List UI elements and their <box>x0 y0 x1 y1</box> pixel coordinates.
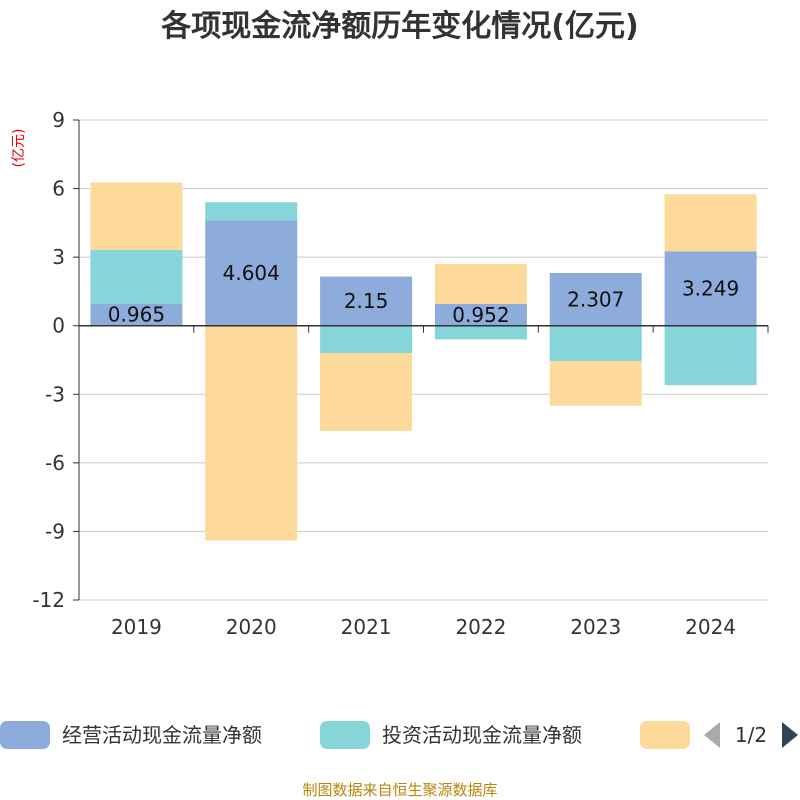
bar-2024-series-3[interactable] <box>664 194 757 252</box>
bar-2023-series-1[interactable] <box>549 272 642 326</box>
data-label-2022: 0.952 <box>452 303 509 327</box>
x-tick-label-2022: 2022 <box>455 615 506 639</box>
bar-2022-series-3[interactable] <box>434 263 527 304</box>
legend-prev-icon[interactable] <box>704 722 720 748</box>
x-tick-label-2019: 2019 <box>111 615 162 639</box>
legend-label-1[interactable]: 经营活动现金流量净额 <box>62 723 262 747</box>
source-note: 制图数据来自恒生聚源数据库 <box>302 781 497 799</box>
bar-2019-series-3[interactable] <box>90 182 183 250</box>
y-tick-label: -12 <box>32 588 65 612</box>
data-label-2020: 4.604 <box>223 261 280 285</box>
data-label-2021: 2.15 <box>344 289 389 313</box>
y-tick-label: 0 <box>52 314 65 338</box>
legend-label-2[interactable]: 投资活动现金流量净额 <box>382 723 582 747</box>
bar-2019-series-1[interactable] <box>90 303 183 326</box>
bar-2024-series-2[interactable] <box>664 325 757 386</box>
legend-swatch-1[interactable] <box>0 721 50 749</box>
x-tick-label-2020: 2020 <box>226 615 277 639</box>
x-tick-label-2021: 2021 <box>341 615 392 639</box>
bars <box>90 182 757 541</box>
y-tick-label: -6 <box>45 451 65 475</box>
y-axis-unit-label: (亿元) <box>11 129 27 168</box>
data-labels: 0.965 4.604 2.15 0.952 2.307 3.249 <box>108 261 739 327</box>
bar-2023-series-2[interactable] <box>549 325 642 362</box>
data-label-2019: 0.965 <box>108 303 165 327</box>
legend: 经营活动现金流量净额 投资活动现金流量净额 1/2 <box>0 721 798 749</box>
bar-2022-series-1[interactable] <box>434 303 527 326</box>
x-tick-label-2024: 2024 <box>685 615 736 639</box>
y-tick-label: 6 <box>52 177 65 201</box>
legend-page-indicator: 1/2 <box>735 723 767 747</box>
bar-2021-series-3[interactable] <box>320 353 413 431</box>
bar-2019-series-2[interactable] <box>90 249 183 304</box>
bar-2020-series-2[interactable] <box>205 202 298 221</box>
x-tick-label-2023: 2023 <box>570 615 621 639</box>
y-tick-label: 9 <box>52 108 65 132</box>
x-axis-ticks: 2019 2020 2021 2022 2023 2024 <box>78 325 769 639</box>
y-tick-label: -9 <box>45 519 65 543</box>
bar-2021-series-1[interactable] <box>320 276 413 326</box>
y-tick-label: 3 <box>52 245 65 269</box>
bar-2020-series-3[interactable] <box>205 325 298 541</box>
chart-title: 各项现金流净额历年变化情况(亿元) <box>160 9 638 44</box>
bar-2023-series-3[interactable] <box>549 361 642 406</box>
bar-2024-series-1[interactable] <box>664 251 757 326</box>
y-axis-ticks: 9 6 3 0 -3 -6 -9 -12 <box>32 108 79 612</box>
bar-2020-series-1[interactable] <box>205 220 298 326</box>
legend-swatch-3[interactable] <box>640 721 690 749</box>
legend-next-icon[interactable] <box>782 722 798 748</box>
data-label-2023: 2.307 <box>567 287 624 311</box>
bar-2022-series-2[interactable] <box>434 325 527 340</box>
y-tick-label: -3 <box>45 382 65 406</box>
legend-swatch-2[interactable] <box>320 721 370 749</box>
data-label-2024: 3.249 <box>682 277 739 301</box>
bar-2021-series-2[interactable] <box>320 325 413 354</box>
